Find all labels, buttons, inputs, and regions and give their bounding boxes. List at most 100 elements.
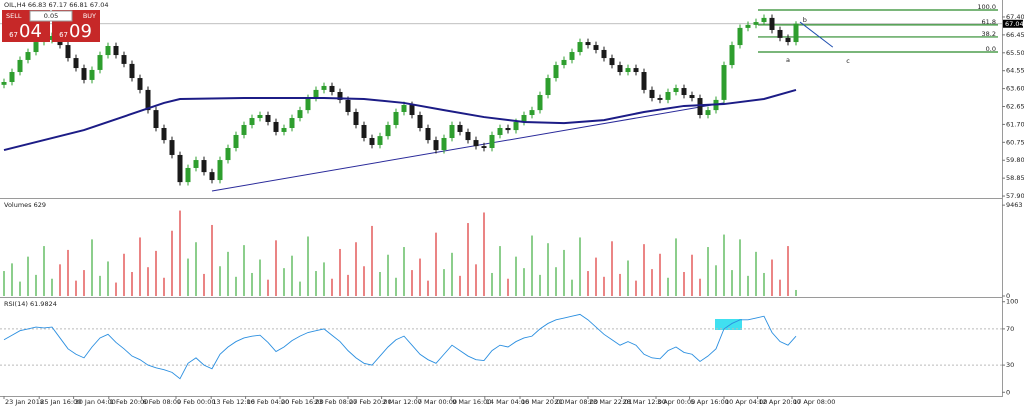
candle-body [129,63,135,79]
candle-body [601,49,607,59]
buy-label: BUY [83,12,96,20]
y-tick-label: 61.70 [1006,120,1024,128]
candle-body [705,110,711,115]
current-price-label: 67.04 [1005,20,1024,28]
candle-body [73,58,79,69]
y-tick-label: 0 [1006,292,1010,300]
high: 67.17 [49,1,68,9]
candle-body [641,72,647,90]
candle-body [353,111,359,125]
candle-body [481,146,487,148]
y-tick-label: 67.40 [1006,13,1024,21]
wave-label: c [846,57,850,65]
candle-body [529,110,535,115]
x-tick-label: 5 Apr 16:00 [691,398,729,406]
candle-body [473,140,479,147]
candle-body [289,118,295,129]
candle-body [1,82,7,85]
candle-body [153,110,159,129]
plot-area: 67.40 66.45 65.50 64.55 63.60 62.65 61.70 60.75… [0,3,1024,406]
x-tick-label: 9 Mar 16:00 [452,398,491,406]
candle-body [745,24,751,28]
lot-size: 0.05 [44,12,58,20]
buy-pips: 09 [69,21,92,42]
y-tick-label: 30 [1006,361,1014,369]
x-tick-label: 1 Feb 20:00 [110,398,149,406]
candle-body [89,69,95,80]
candle-body [169,140,175,155]
candle-body [369,137,375,145]
candle-body [697,98,703,115]
y-tick-label: 100 [1006,298,1018,306]
panel-title: Volumes 629 [4,201,46,209]
candle-body [457,124,463,132]
candle-body [577,42,583,53]
x-tick-label: 23 Jan 2018 [5,398,44,406]
candle-body [665,91,671,100]
y-tick-label: 66.45 [1006,31,1024,39]
candle-body [761,17,767,23]
candle-body [361,124,367,138]
x-tick-label: 30 Jan 04:00 [75,398,116,406]
candle-body [553,65,559,79]
candle-body [449,124,455,138]
y-tick-label: 60.75 [1006,138,1024,146]
candle-body [241,124,247,135]
moving-average [3,88,797,152]
candle-body [233,134,239,148]
candle-body [633,68,639,73]
candle-body [313,89,319,99]
y-tick-label: 0 [1006,388,1010,396]
x-tick-label: 3 Apr 00:00 [657,398,695,406]
trade-panel: SELL BUY 0.05 67 04 67 09 [2,10,100,42]
candle-body [217,160,223,181]
candle-body [497,128,503,135]
candle-body [321,85,327,90]
candle-body [417,114,423,129]
x-tick-label: 2 Mar 12:00 [383,398,422,406]
candle-body [201,160,207,173]
y-tick-label: 57.90 [1006,192,1024,200]
y-tick-label: 9463 [1006,201,1023,209]
x-tick-label: 20 Feb 16:00 [281,398,324,406]
candle-body [273,121,279,132]
trendline [211,102,725,192]
x-tick-label: 27 Feb 20:00 [349,398,392,406]
y-tick-label: 63.60 [1006,85,1024,93]
x-tick-label: 23 Feb 08:00 [315,398,358,406]
candle-body [617,65,623,73]
wave-label: b [803,16,807,24]
candle-body [377,136,383,145]
candle-body [121,55,127,64]
candle-body [265,114,271,122]
candle-body [585,42,591,46]
candle-body [785,37,791,43]
candle-body [505,128,511,131]
candle-body [177,154,183,183]
candle-body [65,45,71,59]
highlight-box [715,319,742,330]
x-tick-label: 21 Mar 08:00 [555,398,598,406]
candle-body [17,59,23,73]
candle-body [681,88,687,96]
open: 66.83 [28,1,47,9]
sell-pips: 04 [19,21,42,42]
wave-label: a [786,56,790,64]
candle-body [385,124,391,137]
x-tick-label: 16 Feb 04:00 [247,398,290,406]
lot-input[interactable] [29,10,73,22]
x-tick-label: 28 Mar 12:00 [623,398,666,406]
sell-prefix: 67 [9,31,18,39]
candle-body [193,160,199,168]
x-tick-label: 13 Feb 12:00 [212,398,255,406]
current-price-box [1003,19,1023,28]
candle-body [209,172,215,181]
candle-body [521,114,527,122]
candle-body [609,58,615,66]
x-tick-label: 17 Apr 08:00 [793,398,835,406]
candle-body [649,89,655,99]
candle-body [137,78,143,90]
candle-body [297,110,303,119]
